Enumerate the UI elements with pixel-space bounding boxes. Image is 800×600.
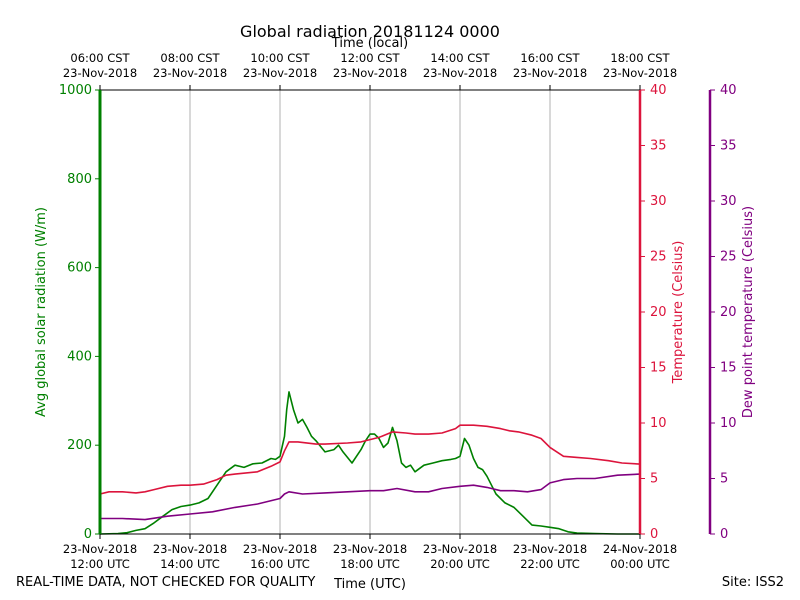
top-tick-label-time-2: 10:00 CST	[250, 51, 310, 65]
dewpoint-tick-label-3: 15	[720, 361, 737, 376]
top-tick-label-time-1: 08:00 CST	[160, 51, 220, 65]
temperature-tick-label-8: 40	[650, 83, 667, 98]
dewpoint-tick-label-4: 20	[720, 305, 737, 320]
bottom-tick-label-time-3: 18:00 UTC	[340, 557, 400, 571]
bottom-tick-label-date-0: 23-Nov-2018	[63, 542, 137, 556]
series-line-2	[100, 473, 641, 521]
dewpoint-tick-label-8: 40	[720, 83, 737, 98]
bottom-tick-label-date-5: 23-Nov-2018	[513, 542, 587, 556]
dewpoint-axis-label: Dew point temperature (Celsius)	[741, 206, 756, 418]
temperature-tick-label-5: 25	[650, 250, 667, 265]
bottom-tick-label-time-4: 20:00 UTC	[430, 557, 490, 571]
bottom-tick-label-time-2: 16:00 UTC	[250, 557, 310, 571]
series-line-1	[99, 424, 641, 495]
radiation-axis-label: Avg global solar radiation (W/m)	[34, 207, 49, 417]
top-tick-label-date-5: 23-Nov-2018	[513, 66, 587, 80]
site-label: Site: ISS2	[721, 575, 784, 590]
temperature-tick-label-3: 15	[650, 361, 667, 376]
dewpoint-tick-label-2: 10	[720, 416, 737, 431]
top-tick-label-date-0: 23-Nov-2018	[63, 66, 137, 80]
top-tick-label-time-0: 06:00 CST	[70, 51, 130, 65]
top-tick-label-date-4: 23-Nov-2018	[423, 66, 497, 80]
top-tick-label-date-3: 23-Nov-2018	[333, 66, 407, 80]
top-tick-label-time-3: 12:00 CST	[340, 51, 400, 65]
bottom-axis-label: Time (UTC)	[333, 577, 406, 592]
dewpoint-tick-label-6: 30	[720, 194, 737, 209]
data-quality-note: REAL-TIME DATA, NOT CHECKED FOR QUALITY	[16, 575, 316, 590]
radiation-tick-label-2: 400	[67, 349, 92, 364]
temperature-tick-label-1: 5	[650, 472, 658, 487]
temperature-tick-label-0: 0	[650, 527, 658, 542]
radiation-tick-label-3: 600	[67, 261, 92, 276]
dewpoint-tick-label-1: 5	[720, 472, 728, 487]
bottom-tick-label-time-1: 14:00 UTC	[160, 557, 220, 571]
bottom-tick-label-time-5: 22:00 UTC	[520, 557, 580, 571]
temperature-tick-label-7: 35	[650, 139, 667, 154]
radiation-tick-label-1: 200	[67, 438, 92, 453]
bottom-tick-label-time-6: 00:00 UTC	[610, 557, 670, 571]
bottom-tick-label-date-4: 23-Nov-2018	[423, 542, 497, 556]
top-axis-label: Time (local)	[331, 36, 408, 51]
temperature-tick-label-6: 30	[650, 194, 667, 209]
chart-title: Global radiation 20181124 0000	[240, 22, 500, 41]
top-tick-label-time-4: 14:00 CST	[430, 51, 490, 65]
dewpoint-tick-label-7: 35	[720, 139, 737, 154]
radiation-tick-label-5: 1000	[59, 83, 92, 98]
bottom-tick-label-date-3: 23-Nov-2018	[333, 542, 407, 556]
temperature-tick-label-2: 10	[650, 416, 667, 431]
series-layer	[99, 391, 641, 535]
top-tick-label-date-2: 23-Nov-2018	[243, 66, 317, 80]
dewpoint-tick-label-0: 0	[720, 527, 728, 542]
top-tick-label-date-6: 23-Nov-2018	[603, 66, 677, 80]
bottom-tick-label-date-1: 23-Nov-2018	[153, 542, 227, 556]
dewpoint-tick-label-5: 25	[720, 250, 737, 265]
top-tick-label-time-6: 18:00 CST	[610, 51, 670, 65]
bottom-tick-label-time-0: 12:00 UTC	[70, 557, 130, 571]
top-tick-label-date-1: 23-Nov-2018	[153, 66, 227, 80]
series-line-0	[99, 391, 640, 535]
radiation-tick-label-0: 0	[84, 527, 92, 542]
bottom-tick-label-date-2: 23-Nov-2018	[243, 542, 317, 556]
temperature-axis-label: Temperature (Celsius)	[671, 241, 686, 385]
top-tick-label-time-5: 16:00 CST	[520, 51, 580, 65]
temperature-tick-label-4: 20	[650, 305, 667, 320]
radiation-tick-label-4: 800	[67, 172, 92, 187]
bottom-tick-label-date-6: 24-Nov-2018	[603, 542, 677, 556]
